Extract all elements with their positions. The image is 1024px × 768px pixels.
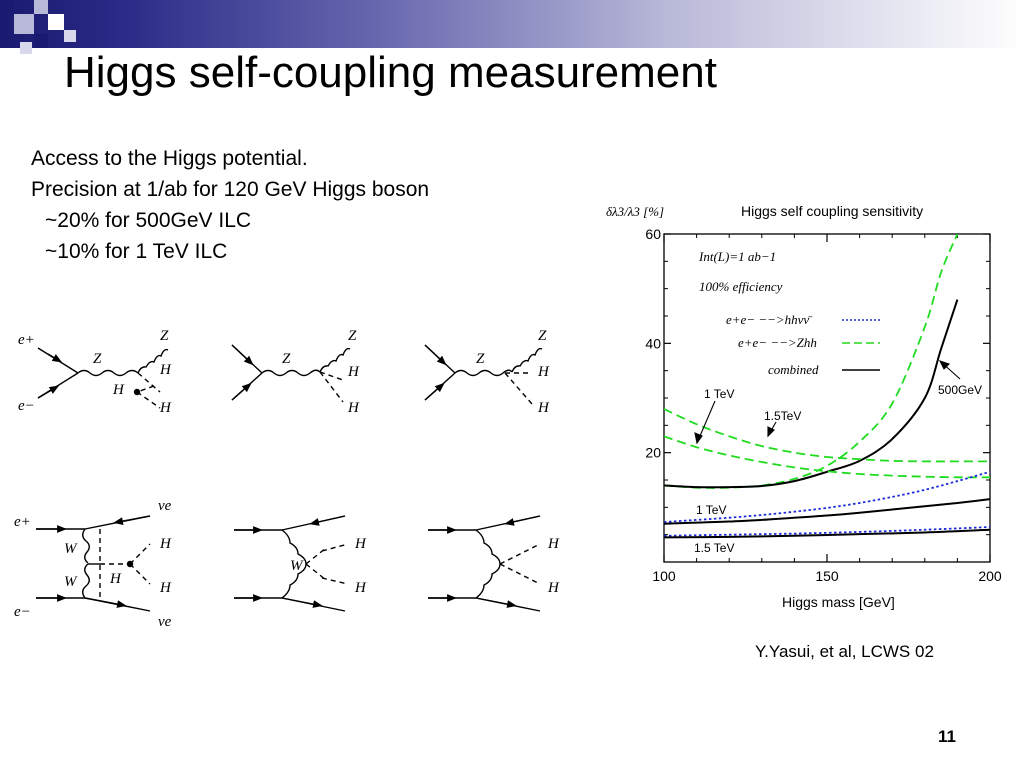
label-w: W	[290, 558, 304, 574]
series-line-dotted	[664, 470, 990, 523]
x-tick-label: 150	[815, 568, 839, 584]
feynman-diagram-ww-fusion-1	[36, 515, 151, 612]
series-line-solid	[664, 498, 990, 525]
bullet-text: ~20% for 500GeV ILC	[45, 209, 252, 232]
series-line-dashed	[664, 435, 990, 479]
annotation-1-5tev-lower: 1.5 TeV	[694, 541, 734, 555]
page-number: 11	[938, 727, 956, 746]
x-tick-label: 200	[978, 568, 1002, 584]
label-w: W	[64, 574, 78, 590]
label-h: H	[547, 536, 560, 552]
annotation-arrowhead-1-5tev	[767, 426, 775, 438]
axis-ticks	[663, 233, 991, 563]
legend-label-zhh: e+e− −−>Zhh	[738, 335, 817, 350]
header-gradient-bar	[0, 0, 1024, 48]
series-line-solid	[664, 299, 959, 489]
chart-annotations	[694, 360, 961, 445]
feynman-diagram-ww-fusion-3	[428, 515, 541, 612]
legend-header-lumi: Int(L)=1 ab−1	[698, 249, 776, 264]
label-h: H	[354, 536, 367, 552]
label-h: H	[109, 571, 122, 587]
label-h: H	[347, 400, 360, 416]
annotation-arrowhead-1tev	[694, 432, 703, 445]
x-tick-label: 100	[652, 568, 676, 584]
annotation-1-5tev-upper: 1.5TeV	[764, 409, 801, 423]
tick-labels: 20 40 60 100 150 200	[645, 226, 1001, 584]
bullet-text: Precision at 1/ab for 120 GeV Higgs boso…	[31, 178, 430, 201]
label-h: H	[537, 400, 550, 416]
label-e-plus: e+	[18, 332, 35, 348]
label-h: H	[547, 580, 560, 596]
label-h: H	[159, 400, 172, 416]
bullet-text: Access to the Higgs potential.	[31, 147, 308, 170]
bullet-list: Access to the Higgs potential. Precision…	[31, 143, 429, 267]
legend-label-combined: combined	[768, 362, 819, 377]
feynman-diagram-zhh-3	[424, 344, 543, 405]
label-e-plus: e+	[14, 514, 31, 530]
annotation-500gev: 500GeV	[938, 383, 982, 397]
label-h: H	[354, 580, 367, 596]
chart-ylabel: δλ3/λ3 [%]	[606, 204, 664, 219]
label-h: H	[537, 364, 550, 380]
label-nu-e: νe	[158, 614, 172, 630]
label-z: Z	[282, 351, 291, 367]
label-h: H	[112, 382, 125, 398]
feynman-diagram-ww-fusion-2	[234, 515, 349, 612]
label-z: Z	[476, 351, 485, 367]
label-h: H	[347, 364, 360, 380]
label-z: Z	[538, 328, 547, 344]
bullet-text: ~10% for 1 TeV ILC	[45, 240, 228, 263]
label-z: Z	[348, 328, 357, 344]
label-h: H	[159, 580, 172, 596]
slide-title: Higgs self-coupling measurement	[64, 48, 717, 97]
legend-header-eff: 100% efficiency	[699, 279, 783, 294]
label-z: Z	[160, 328, 169, 344]
label-w: W	[64, 541, 78, 557]
annotation-1tev-upper: 1 TeV	[704, 387, 734, 401]
feynman-diagram-zhh-2	[231, 344, 351, 403]
series-line-dotted	[664, 526, 990, 537]
label-h: H	[159, 362, 172, 378]
chart-series	[664, 234, 990, 539]
chart-legend: Int(L)=1 ab−1 100% efficiency e+e− −−>hh…	[698, 249, 880, 377]
series-line-solid	[664, 528, 990, 539]
feynman-diagram-zhh-1	[37, 347, 169, 409]
annotation-arrowhead-500gev	[938, 360, 951, 370]
chart-title: Higgs self coupling sensitivity	[741, 203, 923, 219]
annotation-1tev-lower: 1 TeV	[696, 503, 726, 517]
chart-xlabel: Higgs mass [GeV]	[782, 594, 895, 610]
legend-label-hhnunu: e+e− −−>hhνν̄	[726, 312, 813, 327]
label-e-minus: e−	[14, 604, 31, 620]
label-nu-e: νe	[158, 498, 172, 514]
y-tick-label: 40	[645, 335, 661, 351]
citation-text: Y.Yasui, et al, LCWS 02	[755, 642, 934, 661]
series-line-dashed	[664, 408, 990, 463]
self-coupling-chart: δλ3/λ3 [%] Higgs self coupling sensitivi…	[606, 203, 1002, 610]
label-h: H	[159, 536, 172, 552]
y-tick-label: 60	[645, 226, 661, 242]
y-tick-label: 20	[645, 445, 661, 461]
label-z: Z	[93, 351, 102, 367]
label-e-minus: e−	[18, 398, 35, 414]
header-squares-decoration	[0, 0, 80, 70]
feynman-diagrams: e+ e− Z H Z H H Z Z H H Z Z H H	[14, 328, 560, 630]
